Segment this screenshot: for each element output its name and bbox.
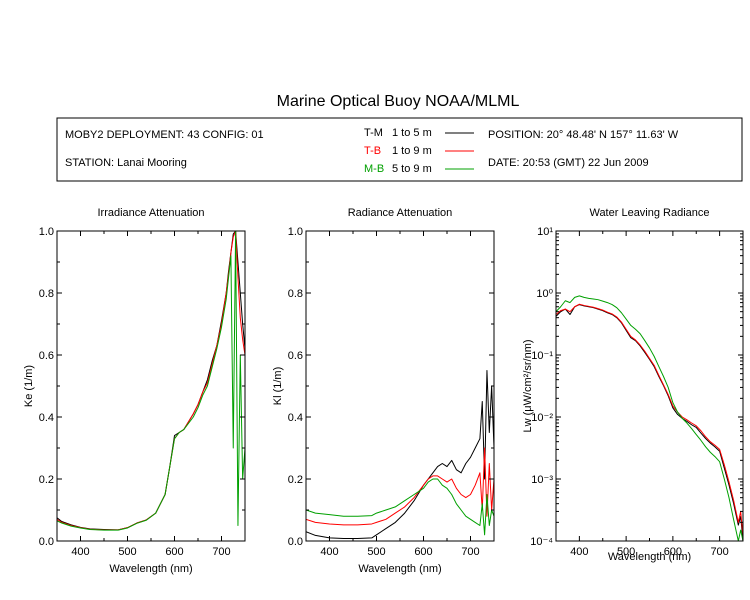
radiance-attenuation-xtick-label: 400	[320, 546, 338, 558]
radiance-attenuation-ytick-label: 0.2	[288, 474, 303, 486]
radiance-attenuation-panel: Radiance Attenuation 400 500 600 700 Waveleng…	[272, 207, 495, 575]
irradiance-attenuation-series-group	[57, 231, 245, 531]
water-leaving-radiance-ytick-label: 10¹	[537, 226, 553, 238]
irradiance-attenuation-xtick-label: 400	[71, 546, 89, 558]
water-leaving-radiance-series-group	[556, 295, 743, 541]
legend-code-tb: T-B	[364, 145, 381, 157]
radiance-attenuation-ytick-label: 0.8	[288, 288, 303, 300]
radiance-attenuation-series-t-b	[306, 447, 494, 526]
water-leaving-radiance-xtick-label: 700	[710, 546, 728, 558]
irradiance-attenuation-series-m-b	[57, 231, 245, 531]
radiance-attenuation-ytick-label: 0.0	[288, 536, 303, 548]
radiance-attenuation-ytick-label: 1.0	[288, 226, 303, 238]
legend-code-tm: T-M	[364, 127, 383, 139]
legend-code-mb: M-B	[364, 163, 384, 175]
water-leaving-radiance-ytick-label: 10⁻²	[531, 412, 553, 424]
irradiance-attenuation-ytick-label: 1.0	[39, 226, 54, 238]
position-text: POSITION: 20° 48.48' N 157° 11.63' W	[488, 129, 679, 141]
water-leaving-radiance-xtick-label: 600	[664, 546, 682, 558]
irradiance-attenuation-series-t-b	[57, 231, 245, 531]
water-leaving-radiance-series-m-b	[556, 295, 743, 541]
radiance-attenuation-ytick-label: 0.4	[288, 412, 303, 424]
info-box: MOBY2 DEPLOYMENT: 43 CONFIG: 01 STATION:…	[56, 117, 743, 182]
radiance-attenuation-title: Radiance Attenuation	[348, 207, 453, 219]
irradiance-attenuation-ytick-label: 0.6	[39, 350, 54, 362]
water-leaving-radiance-xtick-label: 400	[570, 546, 588, 558]
irradiance-attenuation-panel: Irradiance Attenuation 400 500 600 700 Wavele…	[23, 207, 246, 575]
legend-range-tm: 1 to 5 m	[392, 127, 432, 139]
irradiance-attenuation-ytick-label: 0.0	[39, 536, 54, 548]
irradiance-attenuation-ytick-label: 0.4	[39, 412, 54, 424]
radiance-attenuation-xtick-label: 700	[461, 546, 479, 558]
radiance-attenuation-xtick-label: 500	[367, 546, 385, 558]
water-leaving-radiance-panel: Water Leaving Radiance 400 500 600 700 Wavele…	[522, 207, 744, 563]
irradiance-attenuation-xlabel: Wavelength (nm)	[109, 563, 192, 575]
radiance-attenuation-ytick-label: 0.6	[288, 350, 303, 362]
water-leaving-radiance-ytick-label: 10⁻³	[531, 474, 553, 486]
irradiance-attenuation-ylabel: Ke (1/m)	[23, 365, 35, 407]
legend-range-tb: 1 to 9 m	[392, 145, 432, 157]
water-leaving-radiance-xtick-label: 500	[617, 546, 635, 558]
radiance-attenuation-series-m-b	[306, 478, 494, 536]
irradiance-attenuation-ytick-label: 0.2	[39, 474, 54, 486]
legend-entry-tb: T-B 1 to 9 m	[364, 145, 474, 157]
water-leaving-radiance-ylabel: Lw (μW/cm²/sr/nm)	[522, 339, 534, 432]
irradiance-attenuation-xtick-label: 700	[212, 546, 230, 558]
radiance-attenuation-series-t-m	[306, 370, 494, 540]
date-text: DATE: 20:53 (GMT) 22 Jun 2009	[488, 157, 649, 169]
radiance-attenuation-xtick-label: 600	[414, 546, 432, 558]
irradiance-attenuation-plot-frame	[56, 230, 246, 542]
water-leaving-radiance-ytick-label: 10⁰	[536, 288, 553, 300]
radiance-attenuation-plot-frame	[305, 230, 495, 542]
water-leaving-radiance-xlabel: Wavelength (nm)	[608, 551, 691, 563]
irradiance-attenuation-series-t-m	[57, 231, 245, 531]
legend-entry-tm: T-M 1 to 5 m	[364, 127, 474, 139]
water-leaving-radiance-series-t-m	[556, 304, 743, 541]
radiance-attenuation-ylabel: Kl (1/m)	[272, 367, 284, 406]
irradiance-attenuation-title: Irradiance Attenuation	[97, 207, 204, 219]
legend-entry-mb: M-B 5 to 9 m	[364, 163, 474, 175]
main-title: Marine Optical Buoy NOAA/MLML	[277, 93, 520, 110]
water-leaving-radiance-title: Water Leaving Radiance	[589, 207, 709, 219]
station-text: STATION: Lanai Mooring	[65, 157, 187, 169]
radiance-attenuation-xlabel: Wavelength (nm)	[358, 563, 441, 575]
irradiance-attenuation-ytick-label: 0.8	[39, 288, 54, 300]
water-leaving-radiance-plot-frame	[555, 230, 744, 542]
water-leaving-radiance-series-t-b	[556, 303, 743, 537]
deployment-text: MOBY2 DEPLOYMENT: 43 CONFIG: 01	[65, 129, 264, 141]
radiance-attenuation-series-group	[306, 370, 494, 540]
water-leaving-radiance-ytick-label: 10⁻⁴	[530, 536, 553, 548]
irradiance-attenuation-xtick-label: 600	[165, 546, 183, 558]
legend-range-mb: 5 to 9 m	[392, 163, 432, 175]
water-leaving-radiance-ytick-label: 10⁻¹	[531, 350, 553, 362]
irradiance-attenuation-xtick-label: 500	[118, 546, 136, 558]
info-box-border	[56, 117, 743, 182]
